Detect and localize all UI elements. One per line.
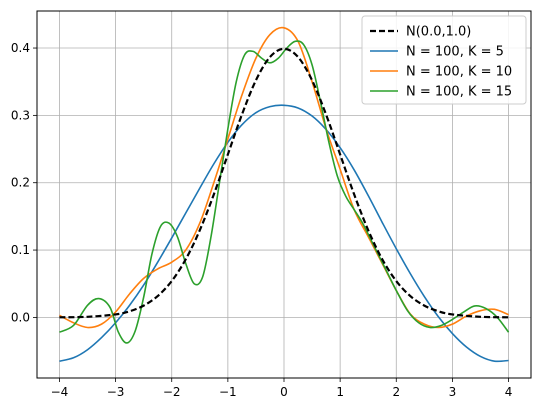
x-tick-label: 1 — [336, 385, 344, 399]
legend-label: N = 100, K = 10 — [406, 65, 512, 80]
x-tick-label: 4 — [505, 385, 513, 399]
x-tick-label: 3 — [449, 385, 457, 399]
legend-label: N = 100, K = 5 — [406, 45, 504, 60]
series-line-3 — [59, 40, 510, 344]
plot-area — [59, 26, 510, 363]
x-tick-label: −4 — [51, 385, 69, 399]
y-tick-label: 0.1 — [11, 243, 30, 257]
legend-box — [361, 15, 527, 105]
series-line-1 — [59, 104, 509, 363]
x-tick-label: 0 — [280, 385, 288, 399]
axis-ticks: −4 −3 −2 −1 0 1 2 3 4 0.0 0.1 0.2 0.3 0.4 — [11, 41, 512, 399]
x-tick-label: −3 — [107, 385, 125, 399]
legend: N(0.0,1.0) N = 100, K = 5 N = 100, K = 10 N… — [361, 15, 527, 105]
legend-label: N = 100, K = 15 — [406, 85, 512, 100]
legend-label: N(0.0,1.0) — [406, 25, 471, 40]
y-tick-label: 0.2 — [11, 176, 30, 190]
y-tick-label: 0.4 — [11, 41, 30, 55]
x-tick-label: 2 — [392, 385, 400, 399]
y-tick-label: 0.0 — [11, 310, 30, 324]
y-tick-label: 0.3 — [11, 108, 30, 122]
x-tick-label: −1 — [219, 385, 237, 399]
series-lines — [59, 26, 510, 363]
x-tick-label: −2 — [163, 385, 181, 399]
